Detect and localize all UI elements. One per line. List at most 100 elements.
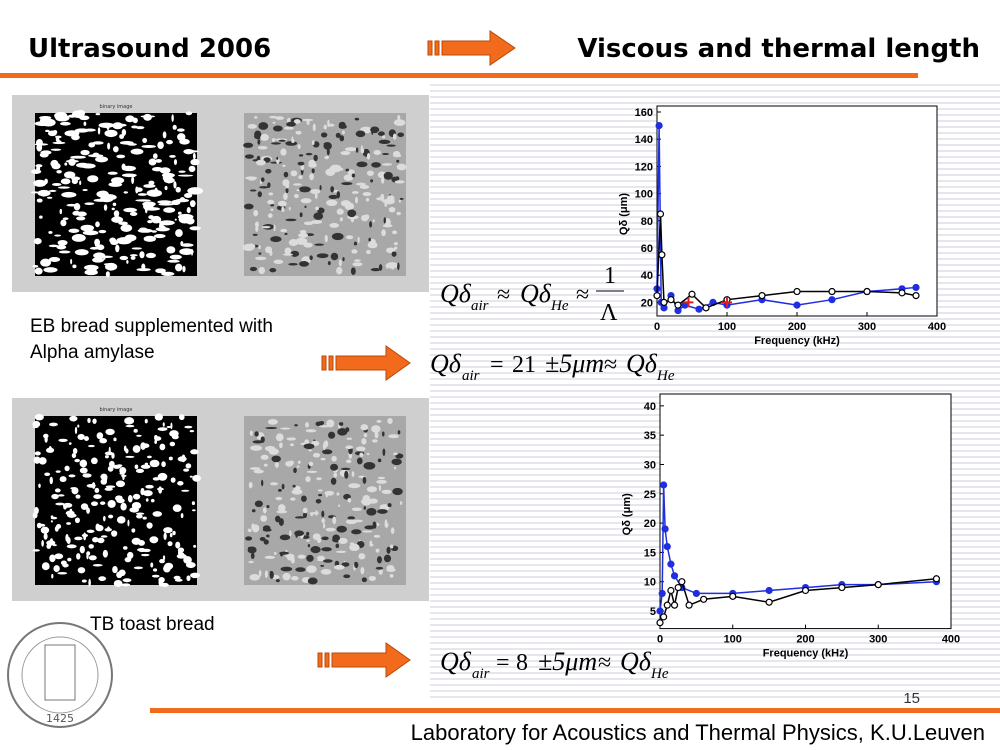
image-texture [48,231,53,234]
image-texture [249,467,261,470]
image-texture [358,553,366,560]
image-texture [143,203,154,211]
image-texture [112,565,118,574]
image-texture [380,193,385,202]
image-texture [172,504,182,512]
image-texture [291,136,294,142]
image-texture [396,211,401,216]
image-texture [177,133,186,141]
image-texture [384,203,388,207]
image-texture [97,190,109,199]
point [765,586,773,595]
formula-sub: He [550,298,569,314]
image-texture [93,252,106,259]
image-texture [351,529,362,535]
formula-op: ≈ [598,650,611,676]
image-texture [292,484,296,488]
image-texture [157,427,168,431]
image-texture [288,206,291,211]
logo: 1425 [7,622,113,728]
image-texture [282,179,290,187]
image-texture [107,171,118,175]
image-texture [303,221,314,226]
image-texture [323,124,327,130]
image-texture [320,568,332,575]
image-texture [387,195,395,202]
image-texture [388,434,399,439]
image-texture [191,501,196,506]
image-texture [366,486,377,493]
image-texture [138,540,145,546]
image-texture [81,579,87,583]
image-texture [177,128,185,132]
image-texture [185,463,192,469]
image-texture [317,489,323,492]
image-texture [192,152,196,160]
image-texture [108,514,114,519]
point [729,592,737,600]
image-texture [188,165,196,173]
image-texture [308,461,314,467]
image-texture [97,537,105,544]
image-texture [169,154,176,158]
image-texture [134,464,139,470]
point [898,289,906,297]
formula-op: = [490,352,504,378]
image-texture [162,422,165,427]
image-texture [112,202,117,207]
image-texture [151,574,160,578]
image-texture [243,203,254,210]
image-texture [54,566,58,573]
image-texture [247,546,256,550]
image-texture [58,438,68,442]
image-texture [190,449,199,455]
image-texture [373,149,381,155]
image-texture [154,413,163,421]
image-texture [92,257,104,263]
image-texture [60,560,67,566]
image-texture [326,199,338,207]
image-texture [121,173,137,178]
image-texture [386,546,391,554]
image-texture [392,151,401,157]
image-texture [307,544,311,548]
image-texture [332,534,340,542]
image-texture [40,526,50,534]
y-axis-label: Qδ (μm) [618,193,630,235]
image-texture [371,425,381,433]
image-texture [150,562,154,568]
image-texture [103,256,106,260]
y-tick-label: 80 [641,216,653,228]
formula-op: ≈ [604,352,617,378]
image-texture [281,206,285,213]
image-texture [279,551,289,555]
image-texture [175,229,183,238]
image-texture [87,444,95,448]
image-texture [99,501,106,505]
image-texture [392,487,403,496]
image-texture [186,207,191,214]
image-texture [192,509,196,512]
header-arrow [427,30,516,66]
image-texture [387,503,392,508]
image-texture [254,431,259,437]
image-texture [285,141,298,146]
image-texture [264,570,268,579]
point [685,601,693,609]
image-texture [351,173,356,178]
image-texture [366,152,371,160]
image-texture [331,232,344,241]
image-texture [153,568,158,572]
image-texture [72,264,77,269]
image-texture [79,467,88,474]
image-texture [77,424,80,428]
image-texture [64,130,80,137]
image-texture [157,141,164,149]
image-texture [382,152,389,156]
page-number: 15 [903,690,920,707]
image-texture [48,189,57,192]
image-texture [88,578,91,587]
image-texture [107,264,115,271]
image-texture [159,558,165,564]
image-texture [378,568,383,575]
